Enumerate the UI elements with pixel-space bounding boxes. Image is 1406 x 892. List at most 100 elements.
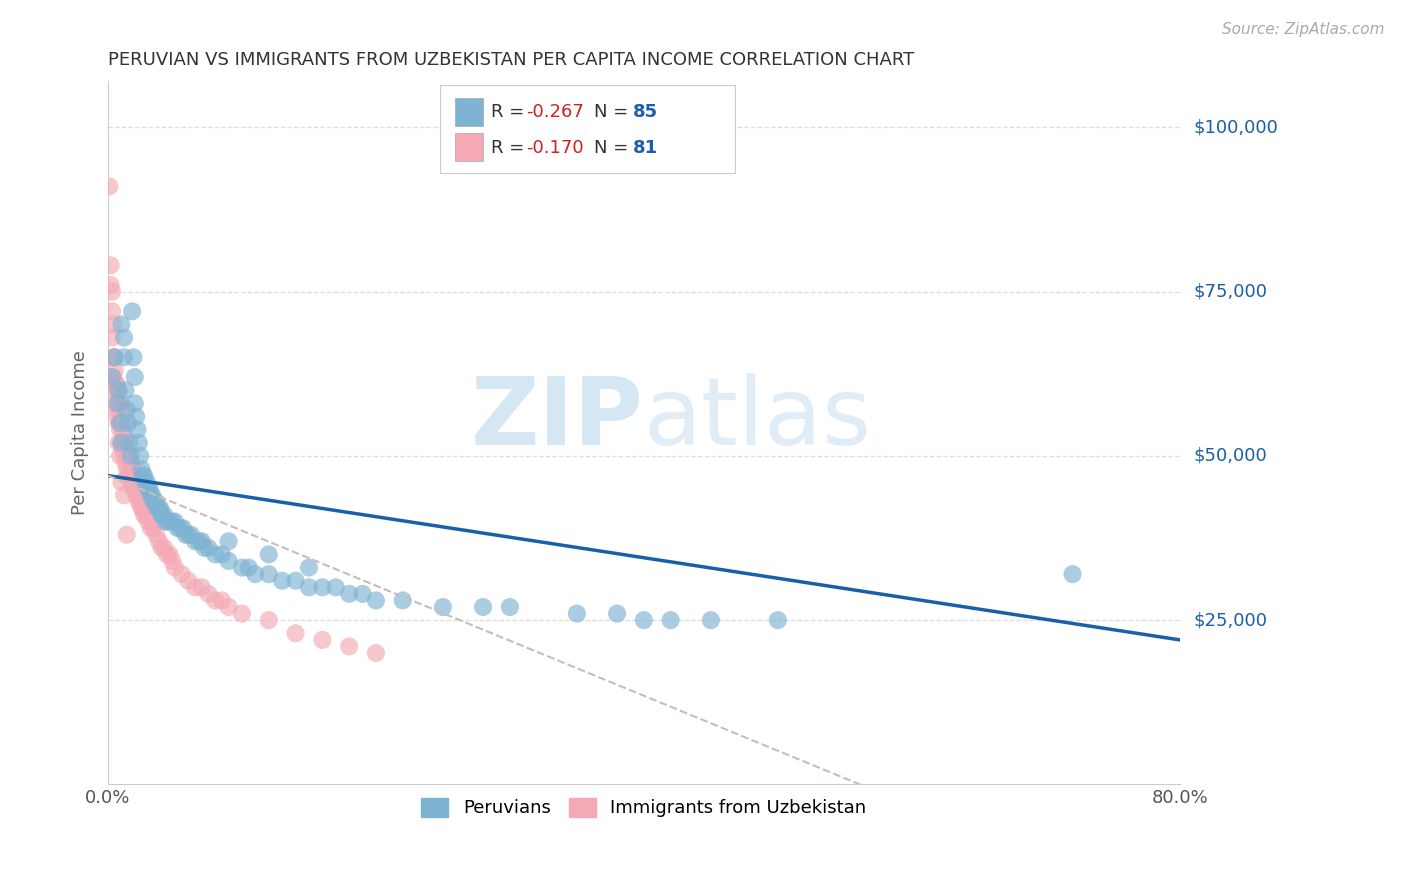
Point <box>659 613 682 627</box>
Point <box>124 370 146 384</box>
Point <box>112 351 135 365</box>
Point <box>124 396 146 410</box>
Point <box>146 501 169 516</box>
Point <box>110 318 132 332</box>
Point <box>110 435 132 450</box>
Point <box>122 468 145 483</box>
Point <box>100 258 122 272</box>
Point <box>104 363 127 377</box>
Point <box>108 403 131 417</box>
Point <box>162 554 184 568</box>
Text: atlas: atlas <box>644 373 872 465</box>
Point <box>121 304 143 318</box>
Text: Source: ZipAtlas.com: Source: ZipAtlas.com <box>1222 22 1385 37</box>
Point <box>159 548 181 562</box>
Point <box>121 462 143 476</box>
Point <box>633 613 655 627</box>
Point <box>499 600 522 615</box>
Text: $25,000: $25,000 <box>1194 611 1268 629</box>
Point <box>134 468 156 483</box>
Point <box>311 632 333 647</box>
Point <box>105 409 128 424</box>
Point <box>112 449 135 463</box>
Point <box>169 521 191 535</box>
Point <box>177 527 200 541</box>
Point <box>142 495 165 509</box>
FancyBboxPatch shape <box>456 134 484 161</box>
Point <box>108 449 131 463</box>
Y-axis label: Per Capita Income: Per Capita Income <box>72 351 89 516</box>
Point <box>107 416 129 430</box>
Text: 81: 81 <box>633 139 658 157</box>
Point <box>218 600 240 615</box>
Point <box>238 560 260 574</box>
Point <box>245 567 267 582</box>
Point <box>115 527 138 541</box>
Text: -0.267: -0.267 <box>526 103 583 120</box>
Point <box>101 304 124 318</box>
Point <box>110 396 132 410</box>
Point <box>136 482 159 496</box>
Point <box>136 515 159 529</box>
Point <box>271 574 294 588</box>
Point <box>107 383 129 397</box>
Point <box>170 567 193 582</box>
Point <box>107 435 129 450</box>
Point <box>432 600 454 615</box>
Point <box>120 449 142 463</box>
Point <box>337 640 360 654</box>
Point <box>150 541 173 555</box>
Point <box>364 646 387 660</box>
Point <box>129 449 152 463</box>
Text: R =: R = <box>491 139 530 157</box>
Point <box>114 383 136 397</box>
Point <box>101 330 124 344</box>
Point <box>105 376 128 391</box>
Point <box>111 423 134 437</box>
Point <box>155 515 177 529</box>
Point <box>120 455 142 469</box>
Point <box>112 330 135 344</box>
Point <box>103 351 125 365</box>
Point <box>108 416 131 430</box>
Point <box>143 495 166 509</box>
Point <box>114 455 136 469</box>
Point <box>231 560 253 574</box>
Point <box>135 475 157 490</box>
Point <box>115 462 138 476</box>
Point <box>188 534 211 549</box>
Text: R =: R = <box>491 103 530 120</box>
Point <box>149 501 172 516</box>
Point <box>700 613 723 627</box>
Point <box>257 548 280 562</box>
Point <box>103 370 125 384</box>
Point <box>105 376 128 391</box>
Point <box>121 475 143 490</box>
Point <box>298 580 321 594</box>
Text: $50,000: $50,000 <box>1194 447 1267 465</box>
Point <box>197 587 219 601</box>
Point <box>163 560 186 574</box>
Text: 85: 85 <box>633 103 658 120</box>
Point <box>191 580 214 594</box>
Point <box>148 501 170 516</box>
Point <box>139 488 162 502</box>
Point <box>128 435 150 450</box>
Point <box>364 593 387 607</box>
Point <box>298 560 321 574</box>
Point <box>193 541 215 555</box>
Point <box>204 593 226 607</box>
Point <box>134 508 156 522</box>
Point <box>150 508 173 522</box>
Point <box>180 527 202 541</box>
Point <box>110 416 132 430</box>
Point <box>105 403 128 417</box>
Text: $100,000: $100,000 <box>1194 119 1278 136</box>
Point <box>337 587 360 601</box>
Point <box>1062 567 1084 582</box>
Point <box>122 482 145 496</box>
Point <box>114 435 136 450</box>
Point <box>162 515 184 529</box>
Point <box>139 521 162 535</box>
Point <box>131 501 153 516</box>
